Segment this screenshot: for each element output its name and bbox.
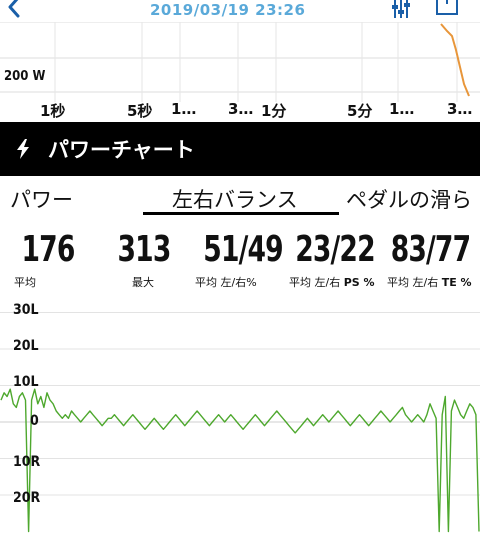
section-title: パワーチャート [48, 138, 195, 162]
time-tick: 5分 [347, 102, 373, 120]
power-chart-section-header: パワーチャート [0, 122, 480, 176]
tab-balance[interactable]: 左右バランス [172, 188, 298, 212]
time-tick: 1秒 [40, 102, 66, 120]
metric-tabs: パワー 左右バランス ペダルの滑ら [0, 182, 480, 222]
metric-max-power: 313 最大 [106, 228, 182, 290]
metric-label-unit: TE % [441, 276, 472, 289]
metric-label: 平均 左/右 PS % [285, 274, 385, 290]
balance-chart: 30L 20L 10L 0 10R 20R [0, 298, 480, 538]
balance-line [0, 388, 480, 533]
metric-label: 平均 [14, 276, 36, 289]
time-tick: 5秒 [127, 102, 153, 120]
metric-torque-effectiveness: 83/77 平均 左/右 TE % [381, 228, 480, 290]
selected-tab-indicator [143, 212, 339, 215]
metric-value: 83/77 [390, 229, 471, 270]
metric-value: 51/49 [203, 229, 283, 270]
tab-pedal-smoothness[interactable]: ペダルの滑ら [346, 188, 472, 212]
back-arrow-icon[interactable] [2, 0, 24, 18]
metric-label: 平均 左/右% [195, 274, 287, 290]
metric-label-text: 平均 左/右% [195, 276, 257, 289]
metric-label-unit: PS % [343, 276, 375, 289]
metric-average-power: 176 平均 [12, 228, 84, 290]
y-tick-label: 0 [30, 413, 39, 429]
metric-power-phase: 23/22 平均 左/右 PS % [285, 228, 385, 290]
tab-power[interactable]: パワー [10, 188, 73, 212]
metric-label: 平均 左/右 TE % [381, 274, 480, 290]
metric-value: 23/22 [295, 229, 375, 270]
y-tick-label: 10R [13, 454, 41, 470]
power-curve-line [440, 23, 470, 97]
activity-datetime: 2019/03/19 23:26 [150, 1, 306, 19]
metric-label-prefix: 平均 左/右 [289, 276, 344, 289]
metric-value: 313 [117, 229, 172, 270]
filter-settings-icon[interactable] [390, 0, 412, 20]
y-tick-label: 10L [13, 374, 39, 390]
share-icon[interactable] [434, 0, 460, 16]
y-tick-label: 20L [13, 338, 39, 354]
top-bar: 2019/03/19 23:26 [0, 0, 480, 24]
power-axis-label: 200 W [4, 69, 46, 84]
lightning-bolt-icon [17, 139, 29, 159]
metric-balance: 51/49 平均 左/右% [195, 228, 287, 290]
time-tick: 1… [389, 100, 415, 118]
power-curve-chart: 200 W 1秒 5秒 1… 3… 1分 5分 1… 3… [0, 21, 480, 122]
metric-label-prefix: 平均 左/右 [387, 276, 442, 289]
time-tick: 1… [171, 100, 197, 118]
power-curve-plot [0, 21, 480, 102]
time-tick: 3… [228, 100, 254, 118]
balance-plot [0, 312, 480, 533]
metric-label: 最大 [132, 276, 154, 289]
time-tick: 3… [447, 100, 473, 118]
y-tick-label: 20R [13, 490, 41, 506]
metric-value: 176 [21, 229, 76, 270]
y-tick-label: 30L [13, 302, 39, 318]
time-tick: 1分 [261, 102, 287, 120]
